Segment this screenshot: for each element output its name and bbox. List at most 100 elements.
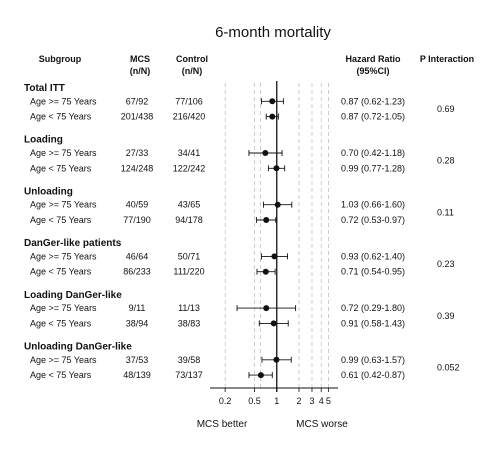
row-label: Age < 75 Years	[30, 267, 92, 277]
control-count: 94/178	[175, 215, 203, 225]
mcs-count: 9/11	[129, 303, 146, 313]
p-interaction-value: 0.69	[437, 104, 455, 114]
mcs-count: 48/139	[123, 370, 151, 380]
group-title: Unloading	[24, 186, 73, 197]
p-interaction-value: 0.28	[437, 156, 455, 166]
point-estimate	[262, 268, 269, 275]
control-count: 216/420	[173, 112, 206, 122]
point-estimate	[273, 356, 280, 363]
row-label: Age < 75 Years	[30, 112, 92, 122]
table-row: Age >= 75 Years 27/33 34/41 0.70 (0.42-1.18…	[30, 148, 405, 158]
p-interaction-value: 0.39	[437, 311, 455, 321]
hazard-ratio-text: 0.99 (0.63-1.57)	[341, 355, 405, 365]
point-estimate	[263, 305, 270, 312]
row-label: Age >= 75 Years	[30, 96, 97, 106]
control-count: 50/71	[178, 251, 201, 261]
row-label: Age < 75 Years	[30, 318, 92, 328]
point-estimate	[274, 201, 281, 208]
hazard-ratio-text: 1.03 (0.66-1.60)	[341, 200, 405, 210]
hazard-ratio-text: 0.70 (0.42-1.18)	[341, 148, 405, 158]
control-count: 122/242	[173, 163, 206, 173]
header-hazard-ratio: (95%CI)	[356, 66, 389, 76]
point-estimate	[270, 320, 277, 327]
hazard-ratio-text: 0.93 (0.62-1.40)	[341, 251, 405, 261]
p-interaction-value: 0.23	[437, 259, 455, 269]
point-estimate	[273, 165, 280, 172]
table-row: Age < 75 Years 38/94 38/83 0.91 (0.58-1.43)	[30, 318, 405, 328]
x-tick-label: 3	[309, 396, 314, 406]
subgroup-block: Loading DanGer-like Age >= 75 Years 9/11 11…	[24, 290, 455, 329]
group-title: Loading DanGer-like	[24, 290, 122, 301]
header-control: (n/N)	[182, 66, 203, 76]
mcs-count: 86/233	[123, 267, 151, 277]
subgroup-block: Unloading Age >= 75 Years 40/59 43/65 1.03 (…	[24, 186, 454, 225]
table-row: Age >= 75 Years 37/53 39/58 0.99 (0.63-1.57…	[30, 355, 405, 365]
group-title: Total ITT	[24, 83, 65, 94]
header-hazard-ratio: Hazard Ratio	[345, 54, 401, 64]
x-tick-label: 0.2	[219, 396, 232, 406]
x-tick-label: 0.5	[248, 396, 261, 406]
point-estimate	[263, 217, 270, 223]
header-mcs: MCS	[130, 54, 150, 64]
table-row: Age >= 75 Years 67/92 77/106 0.87 (0.62-1.2…	[30, 96, 405, 106]
x-tick-label: 1	[274, 396, 279, 406]
control-count: 38/83	[178, 318, 201, 328]
point-estimate	[269, 98, 276, 105]
mcs-count: 201/438	[121, 112, 154, 122]
mcs-count: 77/190	[123, 215, 151, 225]
mcs-count: 124/248	[121, 163, 154, 173]
control-count: 111/220	[173, 267, 204, 277]
row-label: Age >= 75 Years	[30, 251, 97, 261]
header-p-interaction: P Interaction	[420, 54, 474, 64]
column-headers: Subgroup MCS (n/N) Control (n/N) Hazard Ratio…	[39, 54, 474, 76]
table-row: Age >= 75 Years 40/59 43/65 1.03 (0.66-1.60…	[30, 200, 405, 210]
subgroup-block: DanGer-like patients Age >= 75 Years 46/64…	[24, 238, 455, 277]
table-row: Age < 75 Years 124/248 122/242 0.99 (0.77-1…	[30, 163, 405, 173]
header-control: Control	[176, 54, 208, 64]
control-count: 73/137	[175, 370, 203, 380]
x-tick-label: 5	[326, 396, 331, 406]
control-count: 43/65	[178, 200, 201, 210]
p-interaction-value: 0.052	[437, 362, 460, 372]
hazard-ratio-text: 0.91 (0.58-1.43)	[341, 318, 405, 328]
x-tick-label: 2	[296, 396, 301, 406]
mcs-count: 38/94	[126, 318, 149, 328]
mcs-count: 67/92	[126, 96, 149, 106]
header-subgroup: Subgroup	[39, 54, 82, 64]
control-count: 77/106	[175, 96, 203, 106]
table-row: Age < 75 Years 77/190 94/178 0.72 (0.53-0.9…	[30, 215, 405, 225]
hazard-ratio-text: 0.72 (0.29-1.80)	[341, 303, 405, 313]
point-estimate	[257, 372, 264, 379]
table-row: Age >= 75 Years 9/11 11/13 0.72 (0.29-1.80)	[30, 303, 405, 313]
x-label-right: MCS worse	[296, 419, 348, 430]
mcs-count: 40/59	[126, 200, 149, 210]
mcs-count: 27/33	[126, 148, 149, 158]
row-label: Age < 75 Years	[30, 163, 92, 173]
hazard-ratio-text: 0.87 (0.72-1.05)	[341, 112, 405, 122]
point-estimate	[271, 253, 278, 260]
subgroup-block: Total ITT Age >= 75 Years 67/92 77/106 0.87 …	[24, 83, 455, 122]
row-label: Age >= 75 Years	[30, 148, 97, 158]
hazard-ratio-text: 0.72 (0.53-0.97)	[341, 215, 405, 225]
row-label: Age >= 75 Years	[30, 355, 97, 365]
table-row: Age < 75 Years 48/139 73/137 0.61 (0.42-0.8…	[30, 370, 405, 380]
row-label: Age < 75 Years	[30, 370, 92, 380]
p-interaction-value: 0.11	[437, 207, 454, 217]
row-label: Age < 75 Years	[30, 215, 92, 225]
hazard-ratio-text: 0.61 (0.42-0.87)	[341, 370, 405, 380]
group-title: DanGer-like patients	[24, 238, 122, 249]
x-tick-label: 4	[319, 396, 324, 406]
mcs-count: 37/53	[126, 355, 149, 365]
plot-gridlines	[224, 81, 329, 392]
control-count: 11/13	[178, 303, 200, 313]
group-title: Loading	[24, 135, 63, 146]
row-label: Age >= 75 Years	[30, 303, 97, 313]
control-count: 34/41	[178, 148, 201, 158]
chart-title: 6-month mortality	[215, 24, 331, 41]
control-count: 39/58	[178, 355, 201, 365]
table-row: Age < 75 Years 86/233 111/220 0.71 (0.54-0.…	[30, 267, 405, 277]
group-title: Unloading DanGer-like	[24, 342, 132, 353]
header-mcs: (n/N)	[130, 66, 151, 76]
subgroup-block: Loading Age >= 75 Years 27/33 34/41 0.70 (0.…	[24, 135, 455, 174]
hazard-ratio-text: 0.87 (0.62-1.23)	[341, 96, 405, 106]
